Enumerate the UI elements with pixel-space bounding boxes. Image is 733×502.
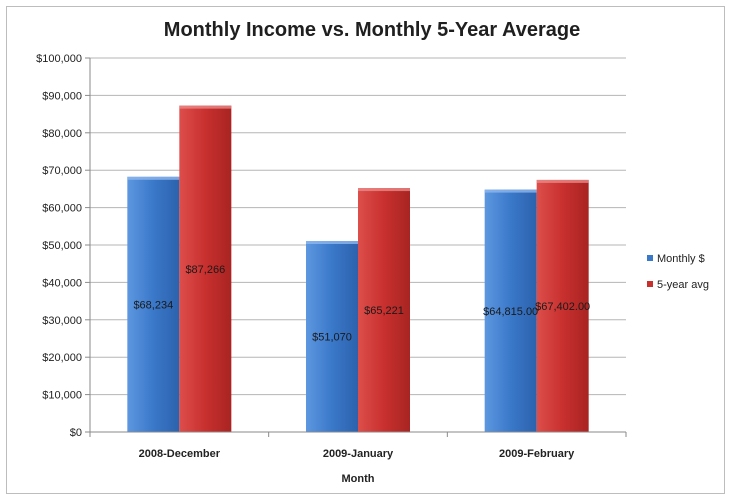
data-label: $51,070 (312, 331, 352, 343)
data-label: $87,266 (185, 264, 225, 276)
y-tick-label: $90,000 (42, 90, 82, 102)
chart-title: Monthly Income vs. Monthly 5-Year Averag… (164, 19, 580, 41)
y-tick-label: $10,000 (42, 390, 82, 402)
x-category-label: 2009-February (499, 448, 575, 460)
y-axis-ticks: $0 $10,000 $20,000 $30,000 $40,000 $50,000 $60… (36, 53, 90, 439)
y-tick-label: $100,000 (36, 53, 82, 65)
bar-highlight (179, 105, 232, 109)
bar-5yr-avg (179, 105, 232, 433)
y-tick-label: $60,000 (42, 203, 82, 215)
bars (127, 105, 589, 433)
legend-swatch-monthly (647, 255, 653, 261)
x-category-label: 2009-January (323, 448, 394, 460)
data-label: $67,402.00 (535, 301, 590, 313)
legend-swatch-5yr (647, 281, 653, 287)
bar-highlight (358, 188, 410, 192)
x-axis-categories: 2008-December 2009-January 2009-February (89, 432, 627, 460)
y-tick-label: $30,000 (42, 315, 82, 327)
bar-highlight (306, 240, 358, 244)
legend-label-5yr: 5-year avg (657, 279, 709, 291)
y-tick-label: $40,000 (42, 277, 82, 289)
data-labels: $68,234 $87,266 $51,070 $65,221 $64,815.00$6… (133, 264, 590, 344)
y-tick-label: $0 (70, 427, 82, 439)
data-label: $64,815.00 (483, 306, 538, 318)
data-label: $65,221 (364, 305, 404, 317)
bar-monthly (306, 240, 358, 432)
bar-5yr-avg (358, 188, 410, 432)
legend: Monthly $ 5-year avg (647, 253, 709, 291)
y-tick-label: $70,000 (42, 165, 82, 177)
data-label: $68,234 (133, 299, 173, 311)
y-tick-label: $20,000 (42, 352, 82, 364)
legend-label-monthly: Monthly $ (657, 253, 705, 265)
bar-monthly (127, 176, 180, 432)
x-category-label: 2008-December (139, 448, 221, 460)
bar-5yr-avg (536, 179, 589, 432)
x-axis-title: Month (342, 473, 375, 485)
bar-highlight (127, 176, 180, 180)
bar-highlight (484, 189, 537, 193)
y-tick-label: $50,000 (42, 240, 82, 252)
bar-highlight (536, 179, 589, 183)
y-tick-label: $80,000 (42, 128, 82, 140)
bar-monthly (484, 189, 537, 432)
